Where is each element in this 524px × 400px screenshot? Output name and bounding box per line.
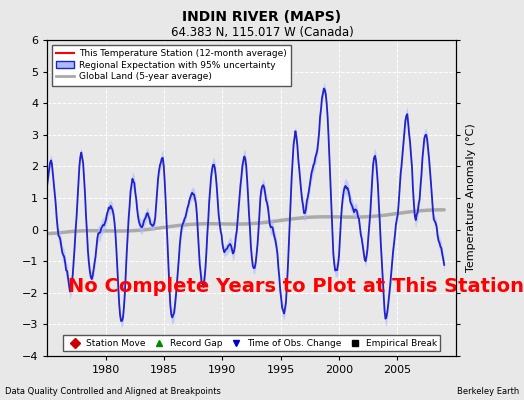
Text: INDIN RIVER (MAPS): INDIN RIVER (MAPS) bbox=[182, 10, 342, 24]
Text: Data Quality Controlled and Aligned at Breakpoints: Data Quality Controlled and Aligned at B… bbox=[5, 387, 221, 396]
Text: No Complete Years to Plot at This Station: No Complete Years to Plot at This Statio… bbox=[68, 277, 523, 296]
Y-axis label: Temperature Anomaly (°C): Temperature Anomaly (°C) bbox=[466, 124, 476, 272]
Legend: Station Move, Record Gap, Time of Obs. Change, Empirical Break: Station Move, Record Gap, Time of Obs. C… bbox=[63, 335, 440, 352]
Text: 64.383 N, 115.017 W (Canada): 64.383 N, 115.017 W (Canada) bbox=[171, 26, 353, 39]
Text: Berkeley Earth: Berkeley Earth bbox=[456, 387, 519, 396]
